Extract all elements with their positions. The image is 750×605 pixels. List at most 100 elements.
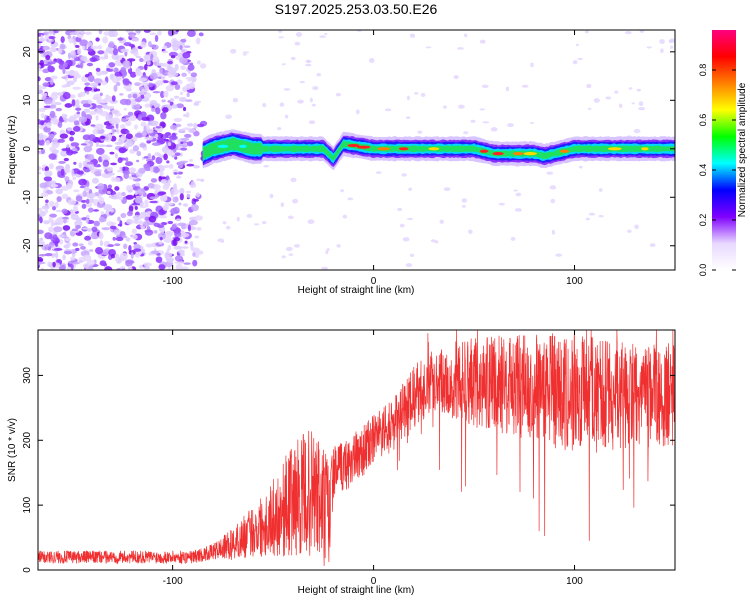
noise-blob [127, 111, 134, 116]
noise-blob [147, 120, 157, 127]
noise-blob [163, 90, 169, 98]
noise-blob [278, 36, 284, 39]
noise-blob [188, 219, 198, 226]
noise-blob [126, 58, 136, 62]
noise-blob [167, 220, 174, 225]
noise-blob [49, 213, 57, 218]
noise-blob [119, 220, 123, 227]
noise-blob [178, 161, 184, 169]
noise-blob [70, 50, 76, 56]
noise-blob [402, 237, 410, 242]
noise-blob [149, 32, 157, 36]
noise-blob [102, 159, 110, 167]
noise-blob [179, 91, 184, 96]
noise-blob [280, 202, 285, 208]
noise-blob [73, 40, 77, 47]
x-tick-label: 0 [371, 576, 377, 587]
noise-blob [66, 80, 75, 86]
signal-hotspot [512, 152, 524, 156]
noise-blob [167, 258, 174, 264]
noise-blob [84, 235, 92, 241]
noise-blob [143, 262, 152, 267]
noise-blob [140, 111, 147, 118]
noise-blob [43, 98, 53, 105]
x-tick-label: -100 [163, 276, 183, 287]
noise-blob [155, 156, 163, 165]
noise-blob [154, 152, 161, 157]
noise-blob [38, 41, 41, 49]
noise-blob [158, 241, 163, 245]
noise-blob [79, 61, 84, 69]
noise-blob [184, 133, 192, 138]
noise-blob [38, 207, 43, 212]
noise-blob [70, 264, 74, 270]
noise-blob [277, 127, 282, 131]
noise-blob [38, 171, 42, 175]
noise-blob [76, 170, 84, 175]
noise-blob [307, 219, 315, 225]
noise-blob [75, 99, 80, 106]
noise-blob [95, 88, 101, 92]
noise-blob [79, 185, 86, 189]
noise-blob [93, 164, 102, 168]
noise-blob [55, 251, 59, 259]
noise-blob [192, 252, 196, 257]
noise-blob [124, 161, 134, 167]
noise-blob [57, 121, 63, 128]
noise-blob [134, 196, 143, 204]
noise-blob [42, 45, 50, 51]
noise-blob [59, 119, 65, 123]
noise-blob [86, 161, 94, 165]
noise-blob [145, 243, 154, 248]
noise-blob [110, 162, 118, 166]
noise-blob [120, 118, 127, 123]
noise-blob [342, 214, 348, 219]
noise-blob [98, 231, 104, 238]
noise-blob [587, 107, 592, 110]
noise-blob [38, 261, 42, 266]
colorbar-tick-label: 0.6 [698, 114, 708, 127]
noise-blob [71, 169, 75, 177]
noise-blob [195, 192, 201, 198]
noise-blob [66, 127, 73, 132]
noise-blob [174, 152, 181, 157]
noise-blob [123, 243, 128, 250]
noise-blob [406, 116, 411, 119]
noise-blob [128, 244, 132, 252]
noise-blob [117, 216, 121, 222]
noise-blob [103, 97, 110, 103]
noise-blob [409, 33, 416, 38]
noise-blob [69, 32, 76, 36]
snr-ylabel: SNR (10 * v/v) [7, 418, 18, 482]
noise-blob [186, 30, 196, 38]
noise-blob [425, 46, 432, 49]
noise-blob [186, 92, 190, 98]
noise-blob [312, 85, 319, 91]
noise-blob [167, 142, 172, 147]
noise-blob [135, 103, 141, 109]
noise-blob [136, 159, 140, 163]
noise-blob [175, 30, 180, 33]
noise-blob [64, 103, 73, 108]
noise-blob [55, 188, 64, 195]
noise-blob [515, 192, 522, 197]
y-tick-label: 200 [22, 431, 33, 448]
noise-blob [105, 105, 115, 110]
signal-hotspot [492, 152, 504, 156]
noise-blob [125, 30, 134, 34]
noise-blob [308, 120, 316, 125]
noise-blob [181, 266, 189, 270]
noise-blob [73, 161, 77, 165]
noise-blob [61, 208, 68, 214]
noise-blob [41, 86, 47, 90]
noise-blob [132, 145, 140, 152]
noise-blob [38, 259, 43, 262]
noise-blob [593, 98, 600, 103]
noise-blob [38, 139, 45, 146]
noise-blob [99, 240, 104, 247]
noise-blob [40, 113, 45, 119]
noise-blob [101, 155, 111, 162]
noise-blob [175, 263, 183, 270]
signal-hotspot [523, 152, 538, 156]
